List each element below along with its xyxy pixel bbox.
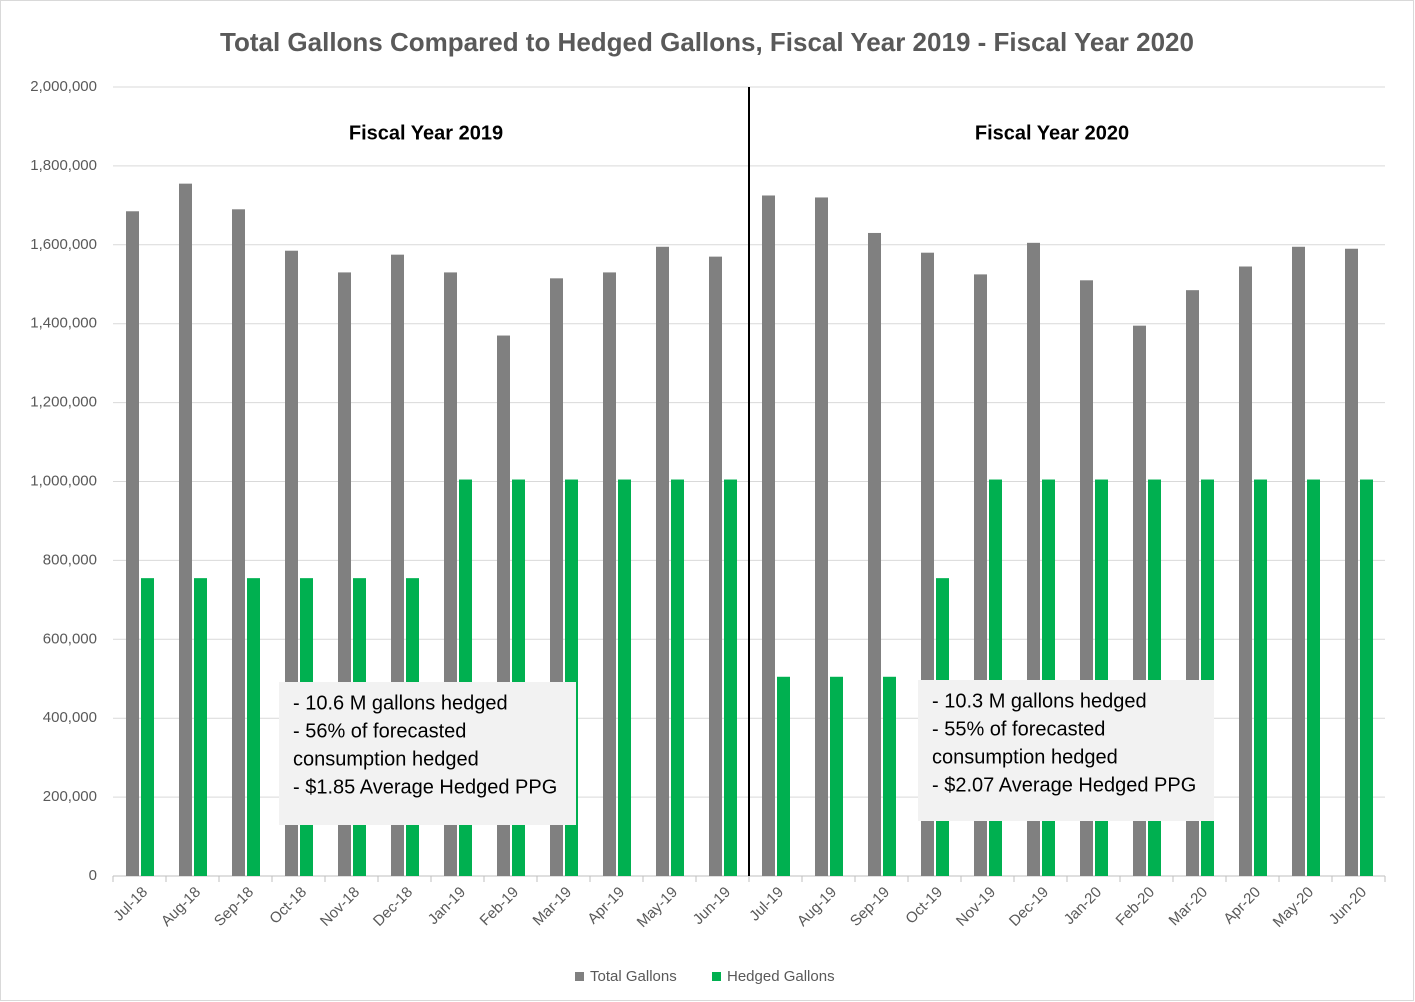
bar bbox=[815, 197, 828, 876]
bar bbox=[179, 183, 192, 877]
bar bbox=[1307, 479, 1320, 876]
bar bbox=[232, 209, 245, 877]
bar bbox=[247, 578, 260, 876]
bar bbox=[762, 195, 775, 877]
bar bbox=[194, 578, 207, 876]
bar bbox=[777, 676, 790, 876]
bar bbox=[830, 676, 843, 876]
chart-title: Total Gallons Compared to Hedged Gallons… bbox=[220, 27, 1194, 57]
annotation-text: consumption hedged bbox=[293, 748, 479, 770]
bar bbox=[709, 256, 722, 876]
annotation-text: - 55% of forecasted bbox=[932, 718, 1105, 740]
bar bbox=[656, 246, 669, 876]
annotation-text: - 56% of forecasted bbox=[293, 720, 466, 742]
section-label: Fiscal Year 2019 bbox=[349, 122, 503, 144]
bar bbox=[671, 479, 684, 876]
y-tick-label: 2,000,000 bbox=[30, 78, 97, 95]
bar bbox=[724, 479, 737, 876]
bar bbox=[1292, 246, 1305, 876]
y-tick-label: 800,000 bbox=[43, 551, 97, 568]
bar bbox=[883, 676, 896, 876]
bar bbox=[141, 578, 154, 876]
bar bbox=[603, 272, 616, 876]
y-tick-label: 400,000 bbox=[43, 709, 97, 726]
bar bbox=[1254, 479, 1267, 876]
annotation-text: - 10.6 M gallons hedged bbox=[293, 692, 508, 714]
annotation-text: consumption hedged bbox=[932, 746, 1118, 768]
bar bbox=[1239, 266, 1252, 876]
y-tick-label: 0 bbox=[89, 867, 97, 884]
bar bbox=[126, 211, 139, 876]
annotation-text: - $1.85 Average Hedged PPG bbox=[293, 776, 557, 798]
legend-swatch bbox=[712, 972, 721, 981]
bar bbox=[1345, 248, 1358, 876]
y-tick-label: 600,000 bbox=[43, 630, 97, 647]
annotation-text: - 10.3 M gallons hedged bbox=[932, 690, 1147, 712]
y-tick-label: 1,000,000 bbox=[30, 472, 97, 489]
y-tick-label: 200,000 bbox=[43, 788, 97, 805]
y-tick-label: 1,800,000 bbox=[30, 157, 97, 174]
bar bbox=[868, 232, 881, 877]
section-label: Fiscal Year 2020 bbox=[975, 122, 1129, 144]
bar bbox=[1360, 479, 1373, 876]
legend-label: Hedged Gallons bbox=[727, 968, 835, 985]
annotation-box bbox=[279, 682, 576, 825]
y-tick-label: 1,200,000 bbox=[30, 394, 97, 411]
legend-swatch bbox=[575, 972, 584, 981]
y-tick-label: 1,600,000 bbox=[30, 236, 97, 253]
annotation-text: - $2.07 Average Hedged PPG bbox=[932, 774, 1196, 796]
annotation-box bbox=[918, 680, 1214, 821]
y-tick-label: 1,400,000 bbox=[30, 315, 97, 332]
bar bbox=[618, 479, 631, 876]
legend-label: Total Gallons bbox=[590, 968, 677, 985]
